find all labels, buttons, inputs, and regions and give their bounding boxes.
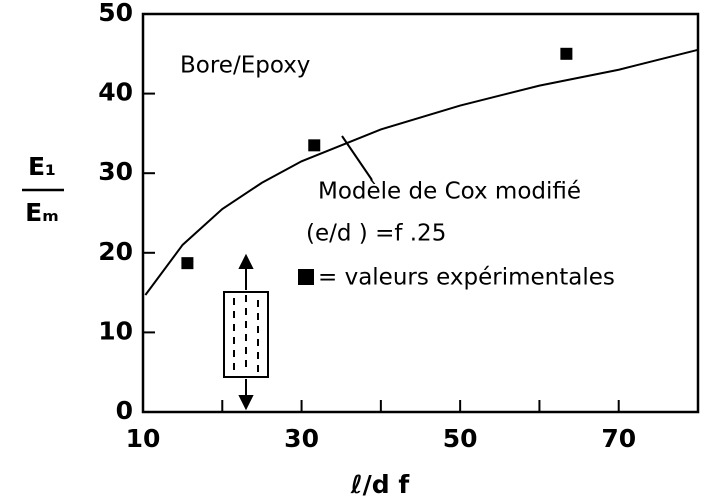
y-tick-label: 50	[98, 0, 133, 27]
specimen-icon	[224, 256, 268, 408]
x-tick-label: 50	[443, 424, 478, 453]
legend-marker	[298, 269, 314, 285]
legend-label: Modèle de Cox modifié	[318, 179, 581, 205]
y-axis-label: E₁	[28, 152, 56, 181]
x-tick-label: 10	[126, 424, 161, 453]
annotation: (e/d ) =f .25	[306, 221, 446, 247]
x-axis-label: ℓ/d f	[350, 470, 411, 499]
y-tick-label: 10	[98, 316, 133, 345]
y-tick-label: 30	[98, 157, 133, 186]
x-tick-label: 70	[601, 424, 636, 453]
legend-label: = valeurs expérimentales	[318, 265, 615, 291]
model-curve	[145, 50, 698, 295]
y-tick-label: 40	[98, 78, 133, 107]
data-point	[308, 139, 320, 151]
annotation: Bore/Epoxy	[180, 53, 310, 79]
y-tick-label: 20	[98, 237, 133, 266]
y-axis-label: Eₘ	[25, 198, 59, 227]
data-point	[560, 48, 572, 60]
data-point	[181, 257, 193, 269]
x-tick-label: 30	[284, 424, 319, 453]
chart: Bore/Epoxy (e/d ) =f .25 Modèle de Cox m…	[0, 0, 715, 504]
y-tick-label: 0	[116, 396, 133, 425]
